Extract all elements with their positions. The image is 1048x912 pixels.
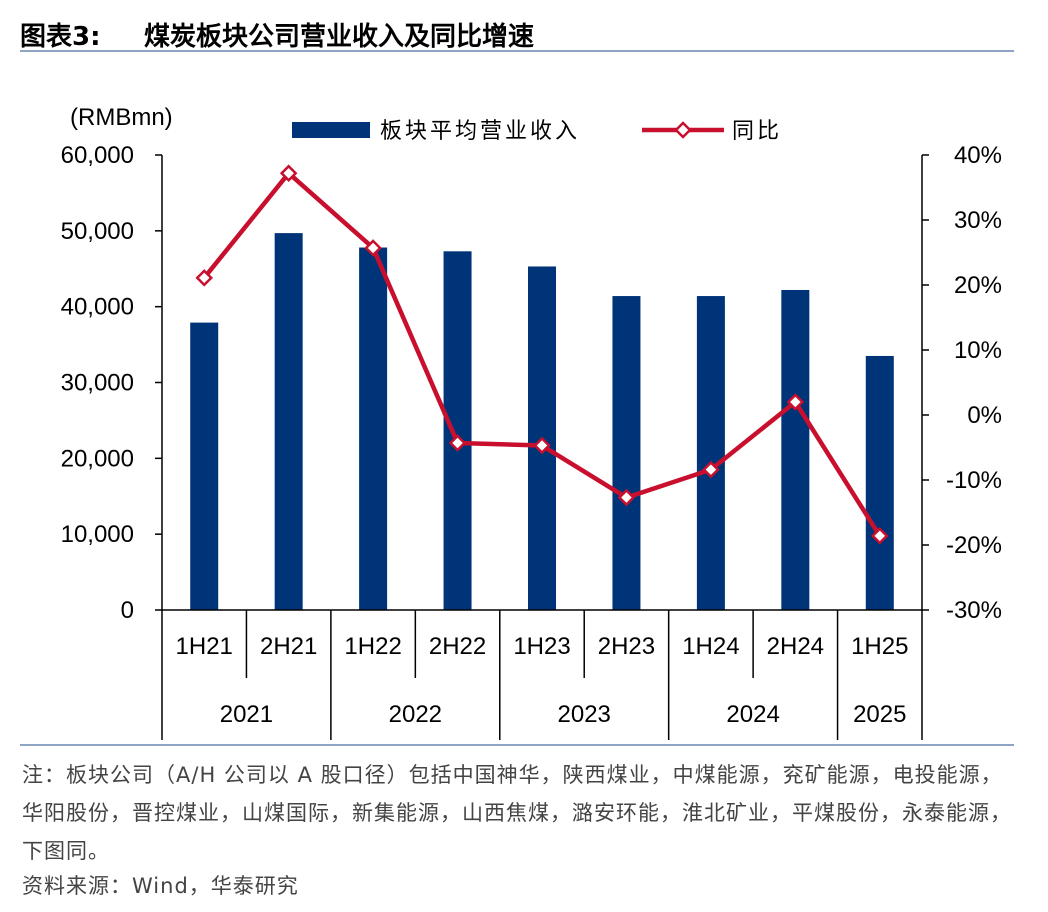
year-label: 2024: [726, 701, 779, 728]
bar-1h25: [865, 355, 894, 610]
bar-1h21: [190, 322, 219, 610]
chart-source: 资料来源：Wind，华泰研究: [22, 874, 299, 898]
yoy-point-1h22: [364, 239, 382, 257]
left-tick-label: 10,000: [61, 521, 134, 548]
year-label: 2022: [389, 701, 442, 728]
right-tick-label: -10%: [946, 467, 1002, 494]
left-tick-label: 0: [121, 597, 134, 624]
category-label: 1H25: [851, 633, 908, 660]
yoy-point-1h25: [871, 527, 889, 545]
yoy-point-2h22: [448, 434, 467, 452]
yoy-point-2h21: [279, 164, 298, 182]
left-tick-label: 40,000: [61, 294, 134, 321]
right-tick-label: -30%: [946, 597, 1002, 624]
year-label: 2025: [853, 701, 906, 728]
category-label: 2H21: [260, 633, 317, 660]
year-label: 2021: [220, 701, 273, 728]
bar-2h21: [274, 233, 303, 610]
bar-2h24: [781, 289, 810, 610]
category-label: 2H24: [767, 633, 824, 660]
bar-2h22: [443, 251, 472, 610]
right-tick-label: 10%: [954, 337, 1002, 364]
yoy-point-2h24: [786, 393, 805, 411]
right-tick-label: -20%: [946, 532, 1002, 559]
category-label: 1H23: [513, 633, 570, 660]
legend-bar-swatch: [292, 122, 370, 138]
category-label: 1H21: [176, 633, 233, 660]
yoy-point-1h21: [195, 269, 213, 287]
yoy-point-1h24: [702, 460, 720, 479]
bottom-divider: [20, 744, 1014, 746]
bar-1h24: [696, 296, 725, 610]
left-tick-label: 50,000: [61, 218, 134, 245]
legend-bar-label: 板块平均营业收入: [380, 119, 580, 144]
bar-2h23: [612, 296, 641, 610]
year-label: 2023: [558, 701, 611, 728]
legend-line-marker: [674, 121, 692, 139]
chart-note: 注：板块公司（A/H 公司以 A 股口径）包括中国神华，陕西煤业，中煤能源，兖矿…: [22, 763, 1012, 863]
bar-1h22: [359, 247, 388, 610]
category-label: 2H22: [429, 633, 486, 660]
left-tick-label: 60,000: [61, 142, 134, 169]
figure-header: 图表3: 煤炭板块公司营业收入及同比增速: [20, 10, 1014, 52]
chart-title: 煤炭板块公司营业收入及同比增速: [144, 22, 535, 52]
right-tick-label: 30%: [954, 207, 1002, 234]
right-tick-label: 0%: [967, 402, 1002, 429]
right-tick-label: 40%: [954, 142, 1002, 169]
top-divider: [20, 50, 1014, 52]
right-tick-label: 20%: [954, 272, 1002, 299]
legend-line-label: 同比: [732, 119, 782, 144]
unit-label: (RMBmn): [70, 104, 173, 131]
left-tick-label: 20,000: [61, 445, 134, 472]
yoy-point-1h23: [533, 436, 551, 455]
category-label: 1H22: [344, 633, 401, 660]
category-label: 2H23: [598, 633, 655, 660]
left-tick-label: 30,000: [61, 370, 134, 397]
chart-area: (RMBmn) 0 10,000 20,000 30,000 40,000 50,000 60…: [61, 104, 1002, 740]
figure-label: 图表3:: [20, 22, 101, 52]
category-label: 1H24: [682, 633, 739, 660]
yoy-point-2h23: [617, 488, 636, 507]
